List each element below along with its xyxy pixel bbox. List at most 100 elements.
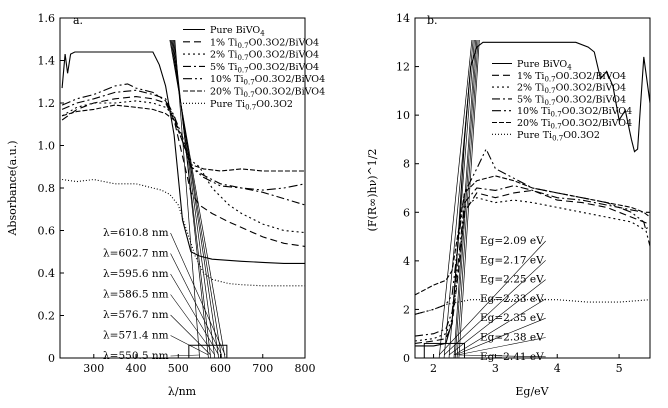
annotation-pointer [170,294,216,356]
legend-entry: 20% Ti0.7O0.3O2/BiVO4 [517,118,632,131]
annotation-label: λ=610.8 nm [103,227,169,239]
annotation-pointer [170,253,222,356]
panel-label: a. [73,14,83,27]
legend-entry: 5% Ti0.7O0.3O2/BiVO4 [517,94,626,107]
legend-name: Pure Ti [517,130,552,141]
legend-subscript: 0.7 [237,42,248,50]
annotation-label: λ=576.7 nm [103,309,169,321]
series-line [62,178,305,287]
annotation-pointer [458,354,546,358]
annotation-pointer [448,279,546,356]
legend-entry: 5% Ti0.7O0.3O2/BiVO4 [210,62,319,75]
series-line [61,83,305,191]
tangent-fit-line [448,39,475,358]
legend-name: 5% Ti [517,94,544,105]
annotation-label: Eg=2.33 eV [480,293,544,305]
legend-tail: O0.3O2/BiVO4 [556,71,626,82]
legend-name: Pure BiVO [210,25,260,36]
annotation-label: λ=602.7 nm [103,248,169,260]
legend-subscript: 0.7 [551,111,562,119]
x-tick-label: 4 [554,362,561,375]
legend-subscript: 0.7 [552,134,563,142]
legend-tail: O0.3O2/BiVO4 [249,37,319,48]
annotation-pointer [170,314,211,356]
y-tick-label: 0 [48,352,55,365]
series-line [61,96,305,247]
y-axis-label: Absorbance(a.u.) [6,140,19,236]
legend-name: 2% Ti [517,83,544,94]
legend-entry: 20% Ti0.7O0.3O2/BiVO4 [210,87,325,100]
legend-tail: O0.3O2/BiVO4 [562,106,632,117]
x-tick-label: 2 [430,362,437,375]
series-line [61,89,305,206]
legend-subscript: 0.7 [544,99,555,107]
y-tick-label: 14 [396,12,410,25]
series-line [415,197,650,342]
legend-name: 1% Ti [210,37,237,48]
annotation-label: λ=571.4 nm [103,330,169,342]
annotation-pointer [455,317,546,356]
series-line [415,175,650,296]
annotation-label: λ=595.6 nm [103,268,169,280]
annotation-pointer [170,232,226,356]
legend-subscript: 0.7 [544,75,555,83]
legend-tail: O0.3O2 [563,130,600,141]
tangent-fit-line [173,39,209,358]
legend-entry: 2% Ti0.7O0.3O2/BiVO4 [210,50,319,63]
annotation-label: Eg=2.41 eV [480,351,544,363]
legend-entry: Pure Ti0.7O0.3O2 [517,130,600,143]
legend-entry: Pure Ti0.7O0.3O2 [210,99,293,112]
y-tick-label: 0.6 [38,225,56,238]
legend-subscript: 4 [567,64,572,72]
y-tick-label: 0 [403,352,410,365]
series-line [61,104,305,172]
series-line [61,51,305,264]
annotation-pointer [456,337,546,356]
legend-tail: O0.3O2 [256,99,293,110]
legend-name: 10% Ti [517,106,551,117]
legend-entry: 2% Ti0.7O0.3O2/BiVO4 [517,83,626,96]
legend-entry: 1% Ti0.7O0.3O2/BiVO4 [517,71,626,84]
annotation-label: λ=550.5 nm [103,350,169,362]
y-tick-label: 8 [403,158,410,171]
legend-name: 2% Ti [210,50,237,61]
annotation-pointer [170,273,219,356]
legend-entry: 10% Ti0.7O0.3O2/BiVO4 [517,106,632,119]
legend-entry: Pure BiVO4 [210,25,265,38]
x-axis-label: λ/nm [168,385,197,398]
annotation-label: Eg=2.25 eV [480,274,544,286]
y-tick-label: 1.6 [38,12,56,25]
legend-name: 20% Ti [517,118,551,129]
tangent-fit-line [438,39,473,358]
tangent-fit-line [454,39,478,358]
series-line [415,189,650,344]
legend-tail: O0.3O2/BiVO4 [255,87,325,98]
annotation-pointer [170,335,209,356]
legend-name: 1% Ti [517,71,544,82]
legend-tail: O0.3O2/BiVO4 [249,50,319,61]
legend-tail: O0.3O2/BiVO4 [562,118,632,129]
y-tick-label: 12 [396,61,410,74]
y-tick-label: 1.4 [38,55,56,68]
annotation-pointer [453,298,546,356]
legend-subscript: 0.7 [244,79,255,87]
y-tick-label: 0.4 [38,267,56,280]
annotation-label: Eg=2.38 eV [480,332,544,344]
x-tick-label: 5 [616,362,623,375]
annotation-pointer [443,260,546,356]
annotation-label: Eg=2.09 eV [480,235,544,247]
y-axis-label: (F(R∞)hν)^1/2 [366,149,379,232]
annotation-label: Eg=2.17 eV [480,254,544,266]
legend-subscript: 0.7 [237,66,248,74]
legend-tail: O0.3O2/BiVO4 [556,83,626,94]
tangent-fit-line [443,39,474,358]
legend-subscript: 0.7 [237,54,248,62]
x-tick-label: 3 [492,362,499,375]
y-tick-label: 0.2 [38,310,56,323]
y-tick-label: 10 [396,109,410,122]
legend-tail: O0.3O2/BiVO4 [255,74,325,85]
tangent-fit-line [458,39,480,358]
y-tick-label: 0.8 [38,182,56,195]
legend-name: 20% Ti [210,87,244,98]
legend-name: 10% Ti [210,74,244,85]
